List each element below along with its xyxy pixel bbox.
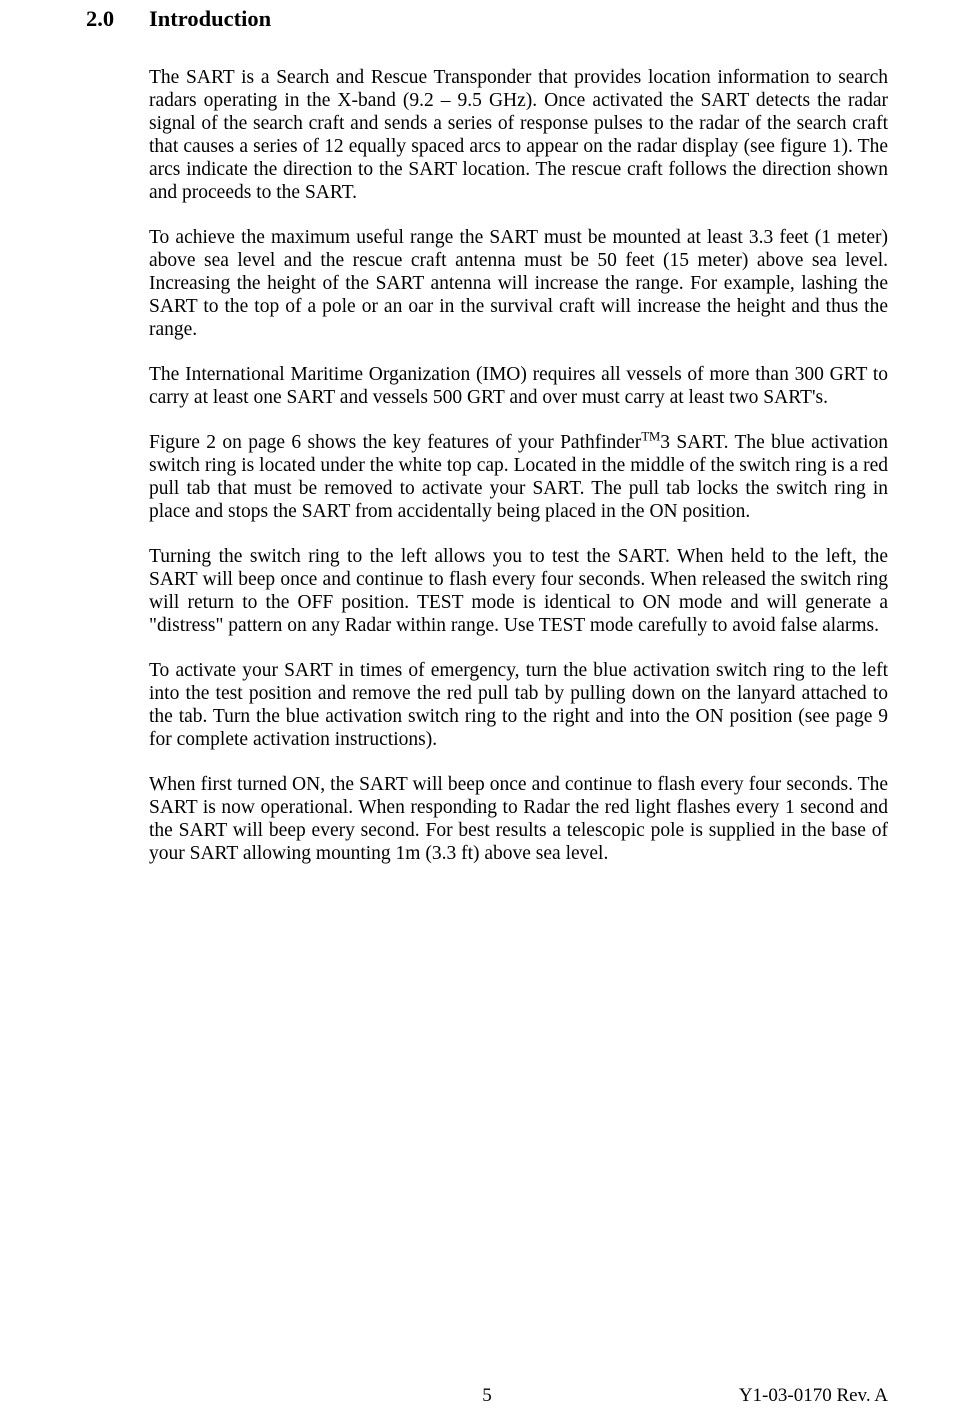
paragraph-6: To activate your SART in times of emerge… (149, 659, 888, 751)
paragraph-5: Turning the switch ring to the left allo… (149, 545, 888, 637)
paragraph-1: The SART is a Search and Rescue Transpon… (149, 66, 888, 204)
paragraph-2: To achieve the maximum useful range the … (149, 226, 888, 341)
paragraph-4-part-a: Figure 2 on page 6 shows the key feature… (149, 432, 641, 453)
page: 2.0 Introduction The SART is a Search an… (0, 0, 974, 1411)
doc-revision: Y1-03-0170 Rev. A (739, 1385, 888, 1407)
page-footer: 5 Y1-03-0170 Rev. A (86, 1385, 888, 1409)
heading-title: Introduction (149, 6, 271, 32)
trademark-superscript: TM (641, 430, 660, 444)
body-text: The SART is a Search and Rescue Transpon… (149, 66, 888, 865)
paragraph-7: When first turned ON, the SART will beep… (149, 773, 888, 865)
heading-number: 2.0 (86, 6, 149, 32)
section-heading: 2.0 Introduction (86, 6, 888, 32)
paragraph-3: The International Maritime Organization … (149, 363, 888, 409)
paragraph-4: Figure 2 on page 6 shows the key feature… (149, 431, 888, 523)
